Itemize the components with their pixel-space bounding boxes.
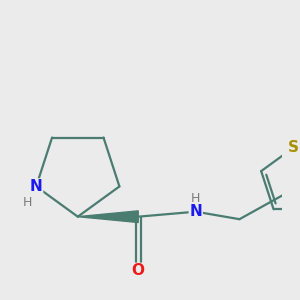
Text: S: S bbox=[288, 140, 299, 155]
Text: H: H bbox=[22, 196, 32, 209]
Polygon shape bbox=[78, 211, 138, 223]
Text: N: N bbox=[30, 179, 43, 194]
Text: H: H bbox=[191, 192, 200, 205]
Text: O: O bbox=[132, 263, 145, 278]
Text: N: N bbox=[189, 204, 202, 219]
